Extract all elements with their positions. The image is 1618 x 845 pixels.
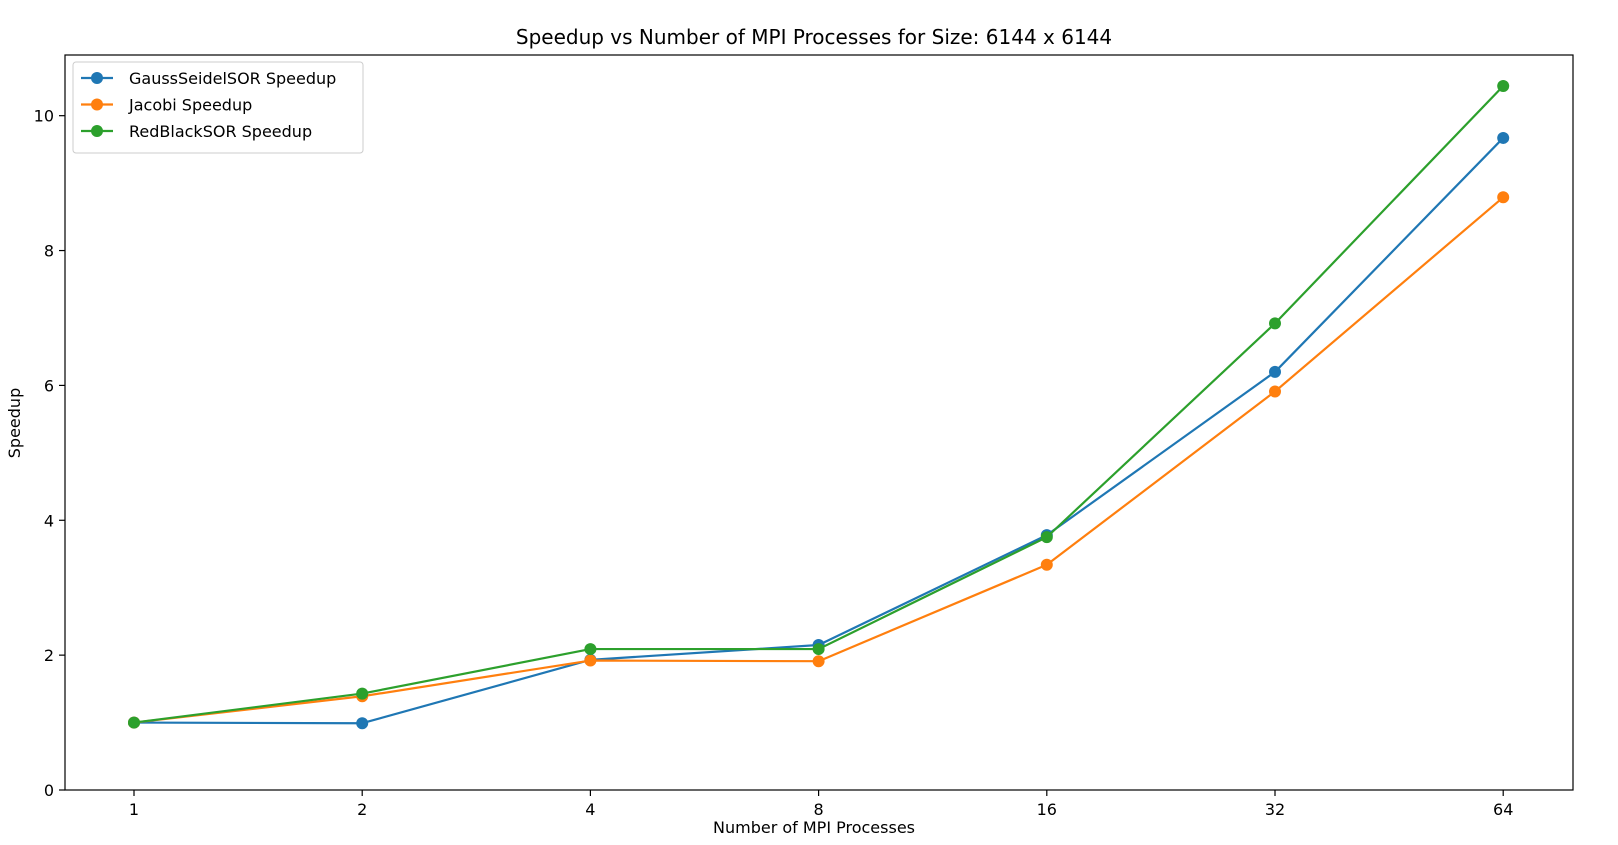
data-point	[584, 654, 597, 667]
x-tick-label: 2	[357, 800, 367, 819]
y-tick-label: 2	[44, 646, 54, 665]
legend-marker	[91, 72, 103, 84]
legend-marker	[91, 125, 103, 137]
legend-box	[72, 61, 364, 154]
x-tick-label: 1	[129, 800, 139, 819]
data-point	[1497, 131, 1510, 144]
series-2	[128, 80, 1510, 729]
legend-item: Jacobi Speedup	[81, 96, 252, 115]
data-point	[1269, 317, 1281, 330]
y-axis-label: Speedup	[5, 388, 24, 458]
data-point	[584, 643, 597, 656]
data-point	[1269, 365, 1281, 378]
legend-marker	[91, 98, 103, 111]
data-point	[812, 643, 825, 656]
x-tick-label: 8	[814, 800, 824, 819]
x-axis-label: Number of MPI Processes	[713, 818, 915, 837]
legend-label: Jacobi Speedup	[128, 96, 252, 115]
x-tick-label: 4	[585, 800, 595, 819]
data-point	[1040, 531, 1053, 544]
legend-item: GaussSeidelSOR Speedup	[81, 69, 336, 88]
data-point	[356, 717, 369, 730]
y-tick-label: 6	[44, 376, 54, 395]
x-tick-label: 32	[1265, 800, 1285, 819]
data-point	[1040, 558, 1053, 571]
x-tick-label: 16	[1037, 800, 1057, 819]
axes-layer: 1 2 4 8 16 32 64 0 2 4 6 8 10	[34, 54, 1574, 819]
y-tick-label: 8	[44, 242, 54, 261]
legend-item: RedBlackSOR Speedup	[81, 122, 312, 141]
data-point	[356, 687, 369, 700]
y-tick-label: 10	[34, 107, 54, 126]
data-point	[1269, 385, 1281, 398]
series-layer	[128, 80, 1510, 730]
data-point	[812, 655, 825, 668]
legend: GaussSeidelSOR Speedup Jacobi Speedup RedB…	[72, 61, 364, 154]
data-point	[128, 716, 140, 729]
x-tick-label: 64	[1493, 800, 1513, 819]
legend-label: RedBlackSOR Speedup	[129, 122, 312, 141]
y-tick-label: 0	[44, 781, 54, 800]
legend-label: GaussSeidelSOR Speedup	[129, 69, 336, 88]
data-point	[1497, 80, 1510, 93]
data-point	[1497, 191, 1510, 204]
chart-title: Speedup vs Number of MPI Processes for S…	[516, 25, 1112, 49]
y-tick-label: 4	[44, 511, 54, 530]
